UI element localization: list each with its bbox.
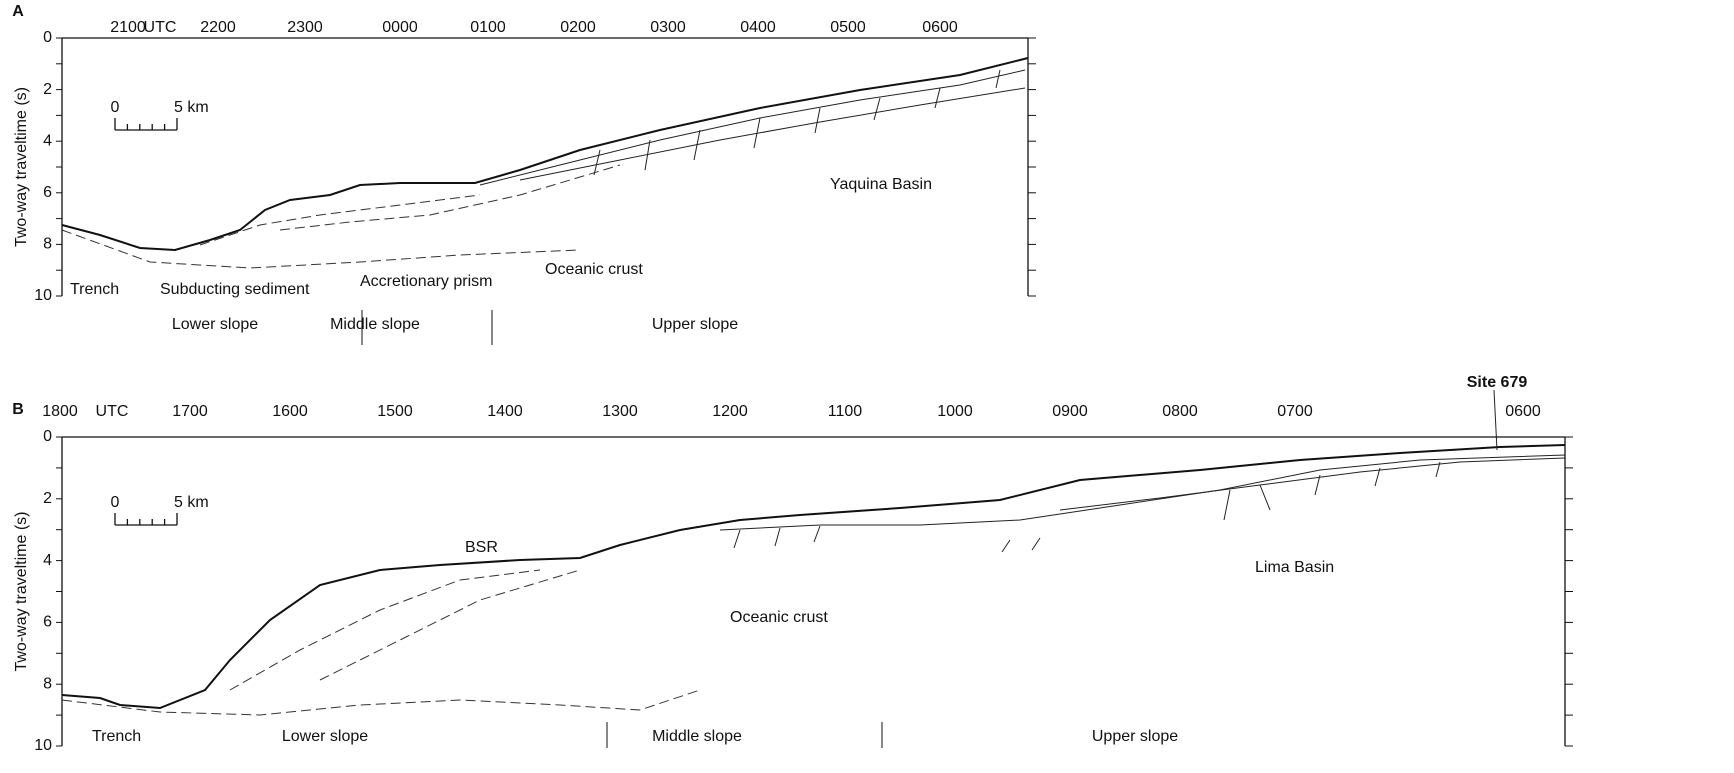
y-tick-label: 8 [43, 236, 52, 253]
y-tick-label: 0 [43, 29, 52, 46]
axis-label: Two-way traveltime (s) [13, 511, 30, 671]
time-label: UTC [144, 19, 177, 36]
y-tick-label: 10 [34, 287, 52, 304]
time-label: 1100 [828, 403, 863, 420]
annotation: Subducting sediment [160, 281, 310, 298]
time-label: 1300 [602, 403, 638, 420]
scale-bar [115, 513, 177, 525]
time-label: 1000 [937, 403, 973, 420]
y-tick-label: 2 [43, 490, 52, 507]
time-label: 1600 [272, 403, 308, 420]
figure: A0246810Two-way traveltime (s)2100UTC220… [0, 0, 1734, 773]
annotation: Lima Basin [1255, 559, 1334, 576]
zone-label: Upper slope [652, 316, 738, 333]
time-label: 1500 [377, 403, 413, 420]
panel-label: A [12, 3, 24, 20]
time-label: 0300 [650, 19, 686, 36]
axis-frame [62, 38, 1028, 296]
time-label: 1400 [487, 403, 523, 420]
time-label: UTC [96, 403, 129, 420]
panel-label: B [12, 401, 24, 418]
y-tick-label: 8 [43, 675, 52, 692]
zone-label: Upper slope [1092, 728, 1178, 745]
time-label: 2200 [200, 19, 236, 36]
axis-label: Two-way traveltime (s) [13, 87, 30, 247]
zone-label: Middle slope [330, 316, 420, 333]
time-label: 1800 [42, 403, 78, 420]
time-label: 0600 [922, 19, 958, 36]
time-label: 0900 [1052, 403, 1088, 420]
site-label: Site 679 [1467, 374, 1528, 391]
time-label: 2300 [287, 19, 323, 36]
time-label: 1700 [172, 403, 208, 420]
time-label: 2100 [110, 19, 146, 36]
scale-zero: 0 [111, 494, 120, 511]
time-label: 0000 [382, 19, 418, 36]
scale-length: 5 km [174, 494, 209, 511]
y-tick-label: 10 [34, 737, 52, 754]
time-label: 0700 [1277, 403, 1313, 420]
panel-a-section [62, 58, 1028, 268]
time-label: 0100 [470, 19, 506, 36]
annotation: Accretionary prism [360, 273, 492, 290]
y-tick-label: 6 [43, 614, 52, 631]
time-label: 0200 [560, 19, 596, 36]
panel-b-section [62, 390, 1565, 715]
annotation: BSR [465, 539, 498, 556]
time-label: 0600 [1505, 403, 1541, 420]
annotation: Oceanic crust [730, 609, 828, 626]
zone-label: Lower slope [172, 316, 258, 333]
scale-length: 5 km [174, 99, 209, 116]
y-tick-label: 4 [43, 552, 52, 569]
y-tick-label: 4 [43, 132, 52, 149]
annotation: Yaquina Basin [830, 176, 932, 193]
time-label: 1200 [712, 403, 748, 420]
time-label: 0500 [830, 19, 866, 36]
annotation: Oceanic crust [545, 261, 643, 278]
time-label: 0800 [1162, 403, 1198, 420]
y-tick-label: 0 [43, 428, 52, 445]
zone-label: Middle slope [652, 728, 742, 745]
annotation: Trench [70, 281, 119, 298]
zone-label: Lower slope [282, 728, 368, 745]
annotation: Trench [92, 728, 141, 745]
time-label: 0400 [740, 19, 776, 36]
y-tick-label: 6 [43, 184, 52, 201]
axis-frame [62, 437, 1565, 746]
y-tick-label: 2 [43, 81, 52, 98]
scale-bar [115, 118, 177, 130]
scale-zero: 0 [111, 99, 120, 116]
